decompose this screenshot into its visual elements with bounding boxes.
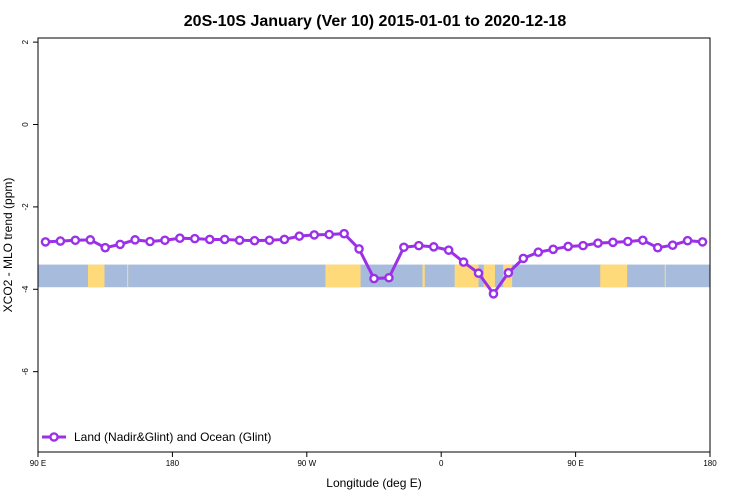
y-tick-label: -4 — [21, 285, 30, 293]
data-point — [593, 238, 603, 248]
x-tick-label: 180 — [703, 459, 717, 468]
data-point — [413, 240, 424, 251]
y-tick-label: 2 — [21, 39, 30, 44]
data-point — [145, 236, 155, 247]
data-point — [399, 242, 409, 253]
x-tick-label: 0 — [439, 459, 444, 468]
data-point — [130, 235, 140, 245]
data-point — [652, 242, 663, 253]
data-point — [518, 253, 529, 264]
data-point — [488, 289, 499, 299]
data-point — [384, 272, 394, 283]
data-point — [503, 268, 514, 278]
data-point — [189, 233, 200, 244]
data-point — [443, 245, 454, 255]
data-point — [160, 235, 170, 246]
y-axis: 2 0 -2 -4 -6 — [21, 39, 38, 375]
land-region — [600, 264, 628, 288]
data-point — [638, 235, 648, 246]
y-tick-label: -2 — [21, 203, 30, 211]
plot-frame — [37, 37, 711, 453]
data-point — [548, 244, 559, 255]
data-point — [578, 240, 588, 251]
x-tick-label: 180 — [166, 459, 180, 468]
x-axis: 90 E 180 90 W 0 90 E 180 — [30, 452, 717, 468]
data-point — [85, 235, 96, 245]
x-axis-label: Longitude (deg E) — [326, 476, 421, 490]
data-point — [608, 237, 618, 248]
data-point — [100, 242, 110, 253]
data-point — [219, 234, 230, 245]
data-point — [697, 237, 708, 247]
chart-title: 20S-10S January (Ver 10) 2015-01-01 to 2… — [184, 13, 567, 30]
data-point — [204, 234, 215, 245]
land-region — [483, 264, 495, 288]
y-axis-label: XCO2 - MLO trend (ppm) — [1, 178, 15, 313]
land-region — [664, 264, 666, 288]
x-tick-label: 90 E — [30, 459, 46, 468]
data-point — [249, 235, 260, 246]
legend-label: Land (Nadir&Glint) and Ocean (Glint) — [74, 430, 271, 444]
data-point — [294, 231, 305, 241]
data-point — [279, 234, 290, 245]
data-point — [175, 233, 185, 244]
y-tick-label: 0 — [21, 122, 30, 127]
series-layer — [40, 228, 708, 299]
data-point — [428, 242, 439, 252]
data-point — [667, 240, 678, 251]
data-point — [309, 230, 320, 240]
data-point — [369, 273, 379, 284]
land-region — [422, 264, 425, 288]
data-point — [324, 229, 335, 240]
data-point — [533, 247, 544, 258]
legend: Land (Nadir&Glint) and Ocean (Glint) — [42, 430, 271, 444]
data-point — [339, 228, 349, 239]
land-region — [127, 264, 129, 288]
data-point — [563, 241, 573, 252]
data-point — [70, 235, 81, 246]
data-point — [623, 236, 633, 247]
x-tick-label: 90 E — [567, 459, 583, 468]
land-region — [88, 264, 105, 288]
data-point — [264, 235, 275, 246]
y-tick-label: -6 — [21, 368, 30, 376]
legend-marker — [49, 432, 59, 442]
data-point — [40, 237, 51, 247]
data-point — [115, 239, 125, 250]
x-tick-label: 90 W — [297, 459, 316, 468]
data-point — [473, 268, 484, 279]
data-point — [234, 235, 245, 246]
land-region — [325, 264, 361, 288]
data-point — [458, 257, 469, 267]
data-point — [354, 244, 364, 254]
data-point — [682, 235, 693, 246]
data-point — [55, 236, 66, 246]
